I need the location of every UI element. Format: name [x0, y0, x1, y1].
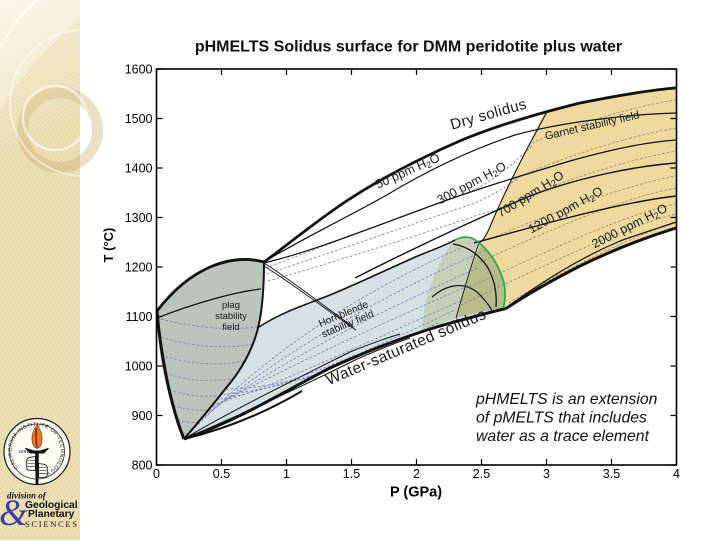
svg-text:1000: 1000 — [125, 360, 153, 374]
svg-text:3.5: 3.5 — [603, 467, 620, 481]
svg-text:SCIENCES: SCIENCES — [25, 519, 79, 529]
svg-text:plag: plag — [222, 300, 240, 311]
svg-text:1400: 1400 — [125, 162, 153, 176]
svg-text:0: 0 — [153, 467, 160, 481]
svg-text:&: & — [0, 493, 28, 534]
svg-text:3: 3 — [543, 467, 550, 481]
svg-text:1200: 1200 — [125, 261, 153, 275]
svg-text:1891: 1891 — [19, 449, 30, 454]
svg-text:1100: 1100 — [126, 310, 153, 324]
svg-text:stability: stability — [215, 311, 247, 322]
svg-text:800: 800 — [132, 459, 153, 473]
svg-text:0.5: 0.5 — [213, 467, 230, 481]
svg-text:field: field — [222, 322, 239, 333]
svg-text:2.5: 2.5 — [473, 467, 490, 481]
svg-text:division of: division of — [7, 491, 47, 501]
svg-text:1.5: 1.5 — [343, 467, 360, 481]
svg-text:2: 2 — [413, 467, 420, 481]
svg-text:1500: 1500 — [125, 112, 153, 126]
svg-text:Planetary: Planetary — [28, 509, 75, 520]
svg-text:1600: 1600 — [125, 63, 153, 77]
svg-text:pHMELTS Solidus surface for DM: pHMELTS Solidus surface for DMM peridoti… — [195, 39, 622, 56]
svg-text:900: 900 — [132, 409, 153, 423]
svg-text:1: 1 — [283, 467, 290, 481]
svg-text:P (GPa): P (GPa) — [390, 485, 442, 501]
svg-text:4: 4 — [673, 467, 680, 481]
svg-text:50 ppm H2O: 50 ppm H2O — [373, 151, 442, 193]
svg-text:T (°C): T (°C) — [101, 228, 116, 263]
svg-text:pHMELTS is an extension: pHMELTS is an extension — [475, 391, 658, 408]
svg-text:1300: 1300 — [125, 211, 153, 225]
svg-text:of pMELTS that includes: of pMELTS that includes — [476, 410, 647, 427]
svg-text:water as a trace element: water as a trace element — [476, 428, 650, 445]
svg-text:Geological: Geological — [25, 500, 78, 511]
svg-text:Dry solidus: Dry solidus — [448, 96, 528, 134]
